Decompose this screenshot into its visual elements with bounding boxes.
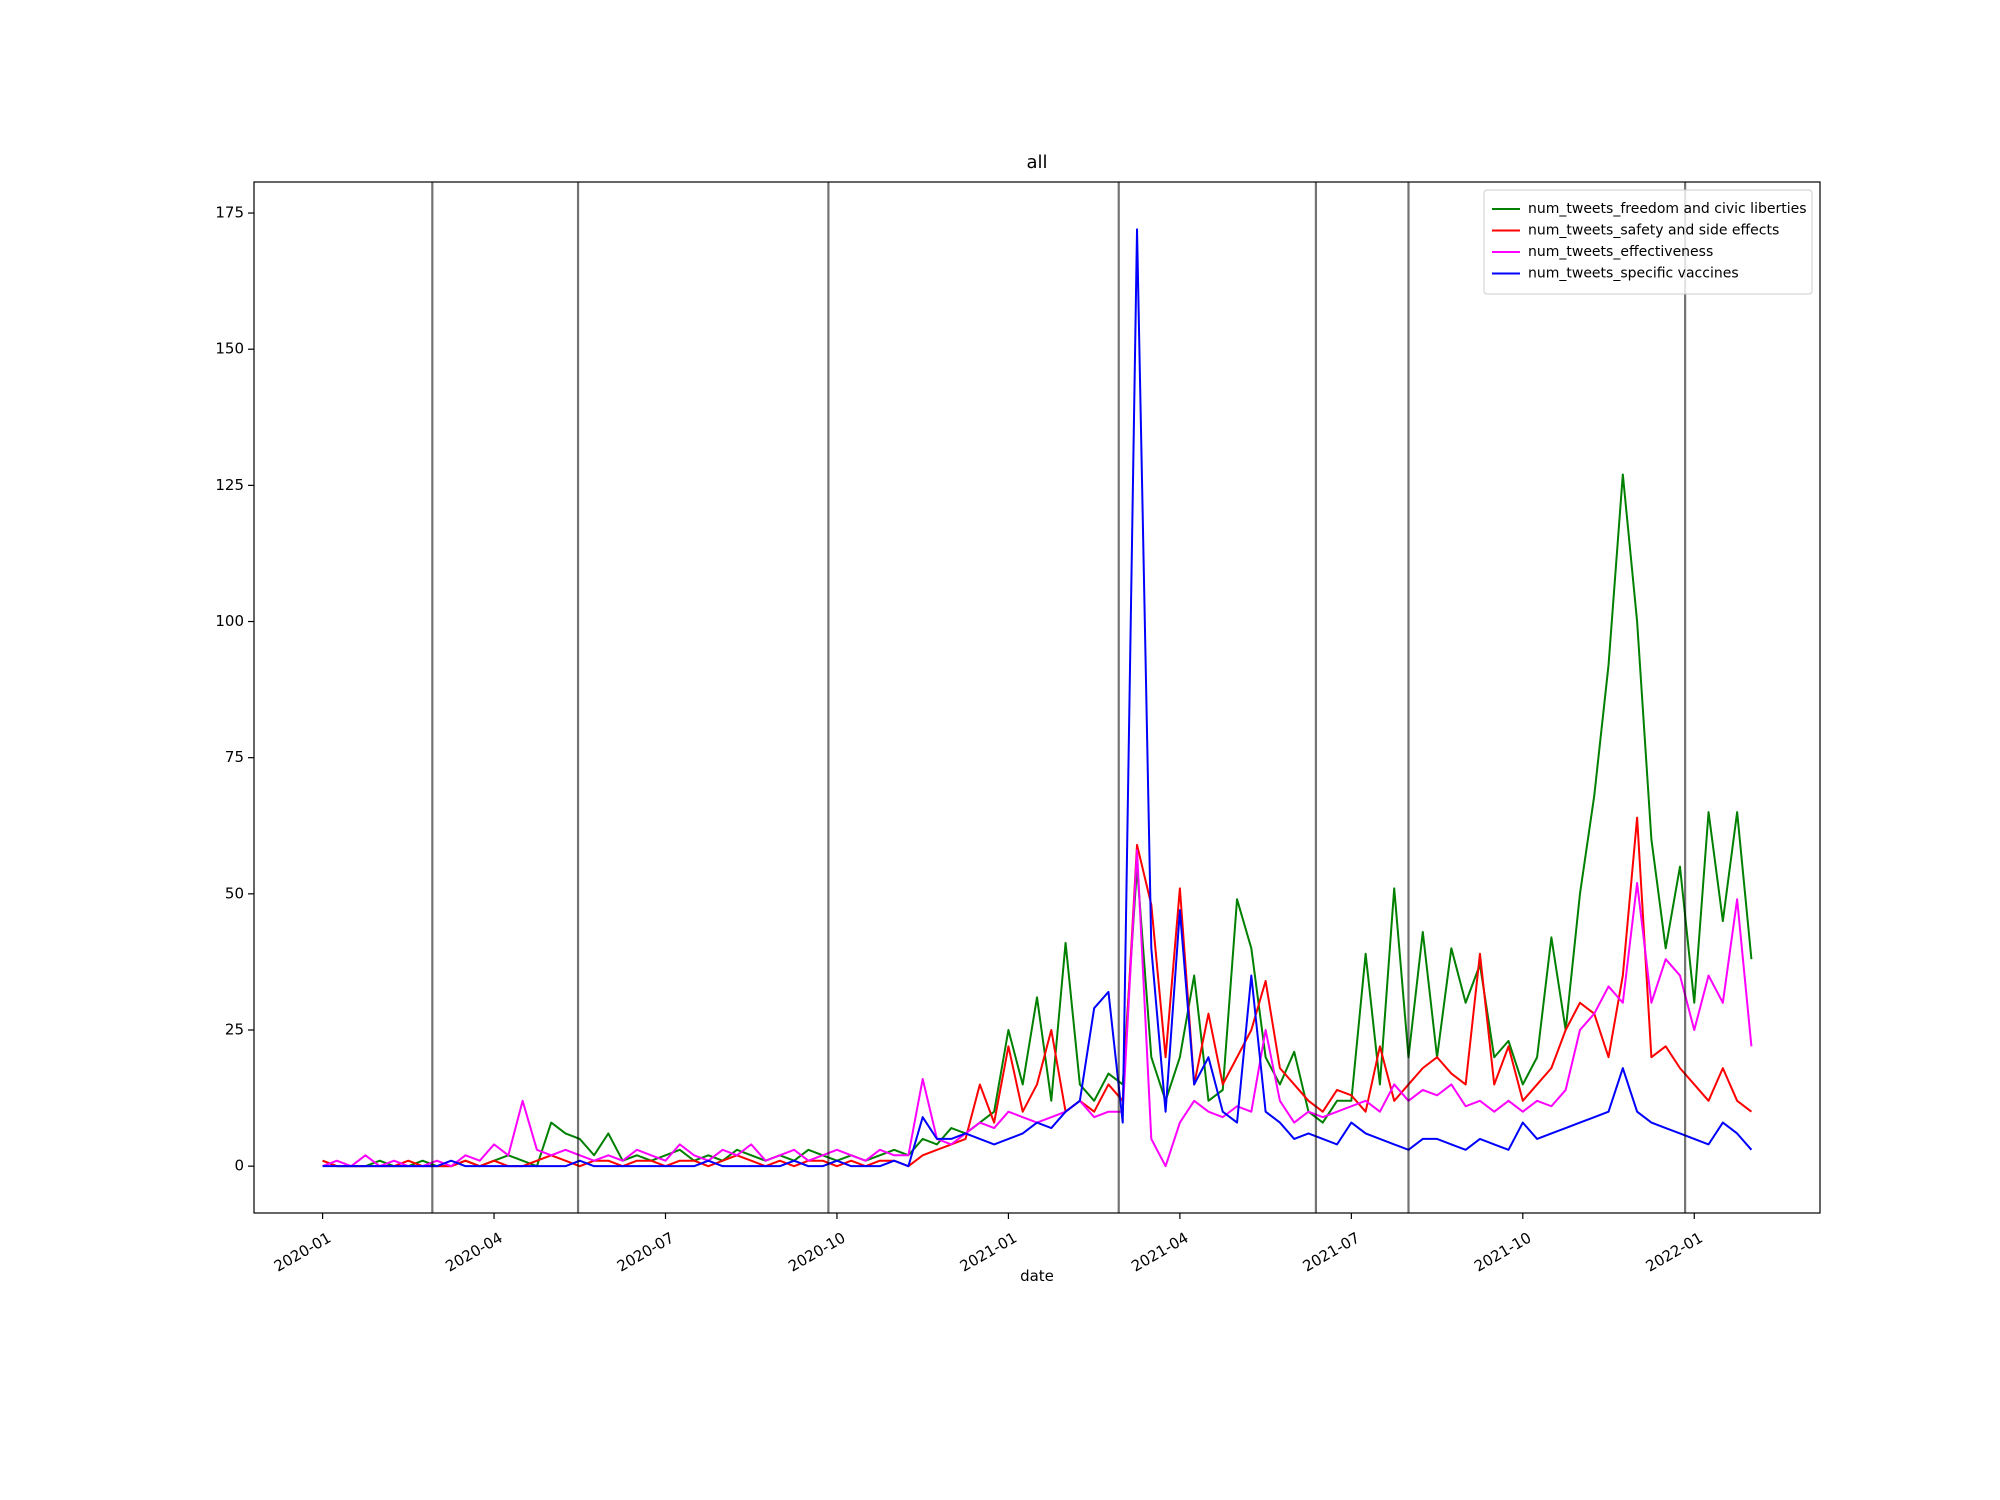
y-tick-label: 150	[215, 340, 244, 358]
y-tick-label: 0	[234, 1157, 244, 1175]
y-tick-label: 75	[225, 748, 244, 766]
series-line	[322, 473, 1753, 1168]
legend-label: num_tweets_safety and side effects	[1528, 223, 1779, 239]
y-tick-label: 100	[215, 612, 244, 630]
y-tick-label: 25	[225, 1021, 244, 1039]
series-line	[322, 228, 1753, 1168]
y-tick-label: 50	[225, 884, 244, 902]
legend-label: num_tweets_freedom and civic liberties	[1528, 201, 1807, 217]
chart-title: all	[1026, 152, 1047, 173]
y-tick-label: 175	[215, 204, 244, 222]
legend-box	[1483, 189, 1813, 295]
legend-label: num_tweets_specific vaccines	[1528, 266, 1739, 282]
y-tick-label: 125	[215, 476, 244, 494]
legend-label: num_tweets_effectiveness	[1528, 244, 1713, 260]
x-axis-label: date	[1020, 1267, 1054, 1285]
series-line	[322, 816, 1753, 1168]
plot-frame	[253, 181, 1821, 1214]
